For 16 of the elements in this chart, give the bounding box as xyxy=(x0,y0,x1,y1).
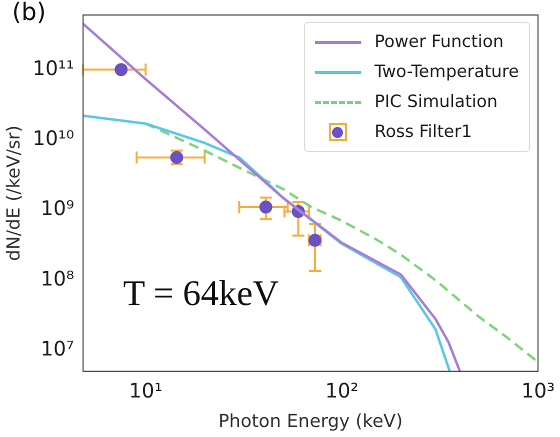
y-tick-label: 10⁷ xyxy=(40,336,74,360)
x-tick-label: 10³ xyxy=(521,378,555,403)
legend-label: Ross Filter1 xyxy=(374,122,472,142)
y-tick-label: 10¹¹ xyxy=(32,56,74,80)
y-axis-title: dN/dE (/keV/sr) xyxy=(3,125,24,262)
y-tick-label: 10¹⁰ xyxy=(32,126,74,150)
x-tick-label: 10² xyxy=(325,378,359,403)
y-tick-label: 10⁸ xyxy=(40,266,74,290)
x-tick-label: 10¹ xyxy=(128,378,162,403)
legend-label: Power Function xyxy=(374,32,504,52)
annotation: T = 64keV xyxy=(123,273,279,313)
legend-label: PIC Simulation xyxy=(374,92,498,112)
x-axis-title: Photon Energy (keV) xyxy=(218,410,403,432)
y-tick-label: 10⁹ xyxy=(40,196,74,220)
text: (b) xyxy=(12,0,46,26)
legend-label: Two-Temperature xyxy=(374,62,519,82)
